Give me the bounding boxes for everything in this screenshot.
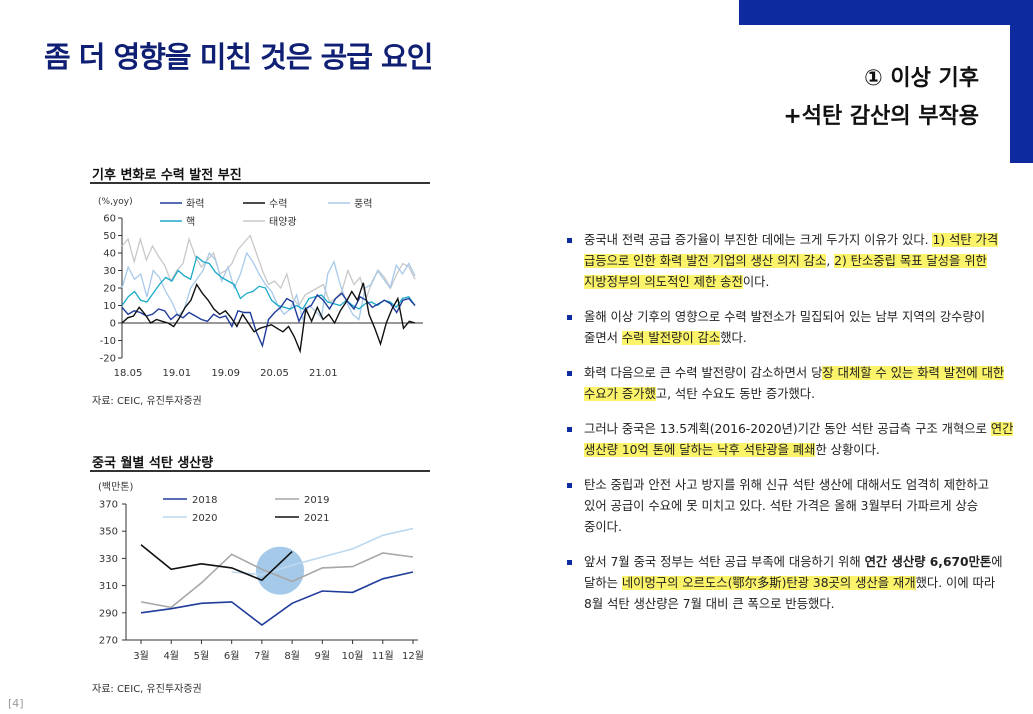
bullet-item: 그러나 중국은 13.5계획(2016-2020년)기간 동안 석탄 공급측 구… <box>566 419 1014 461</box>
x-tick-label: 4월 <box>163 650 179 662</box>
legend-label: 풍력 <box>354 198 372 210</box>
chart1-source: 자료: CEIC, 유진투자증권 <box>92 396 202 407</box>
bullet-item: 중국내 전력 공급 증가율이 부진한 데에는 크게 두가지 이유가 있다. 1)… <box>566 230 1014 293</box>
bullet-text: 그러나 중국은 13.5계획(2016-2020년)기간 동안 석탄 공급측 구… <box>584 422 991 436</box>
x-tick-label: 19.09 <box>211 368 240 379</box>
y-tick-label: 270 <box>99 636 118 647</box>
x-tick-label: 11월 <box>372 650 394 662</box>
y-tick-label: 50 <box>103 231 116 242</box>
x-tick-label: 19.01 <box>163 368 192 379</box>
y-tick-label: 310 <box>99 581 118 592</box>
series-line-2021 <box>140 544 293 582</box>
x-tick-label: 12월 <box>402 650 424 662</box>
x-tick-label: 10월 <box>342 650 364 662</box>
legend-label: 2020 <box>192 513 217 524</box>
highlighted-text: 수력 발전량이 감소 <box>621 331 721 345</box>
series-line-풍력 <box>121 251 416 322</box>
legend-label: 수력 <box>269 198 287 210</box>
series-line-2020 <box>231 527 414 576</box>
subtitle-line-1: ① 이상 기후 <box>864 66 979 91</box>
bullet-text: 화력 다음으로 큰 수력 발전량이 감소하면서 당 <box>584 366 823 380</box>
x-tick-label: 5월 <box>194 650 210 662</box>
legend-label: 태양광 <box>269 216 297 228</box>
page-title-text: 좀 더 영향을 미친 것은 공급 요인 <box>44 40 433 74</box>
legend-label: 화력 <box>186 198 204 210</box>
bullet-text: 앞서 7월 중국 정부는 석탄 공급 부족에 대응하기 위해 <box>584 555 865 569</box>
y-tick-label: 30 <box>103 266 116 277</box>
x-tick-label: 20.05 <box>260 368 289 379</box>
y-tick-label: 60 <box>103 214 116 225</box>
x-tick-label: 6월 <box>224 650 240 662</box>
x-tick-label: 8월 <box>284 650 300 662</box>
chart1-unit-label: (%,yoy) <box>98 197 133 207</box>
side-accent-bar <box>1010 25 1033 163</box>
bullet-text: 올해 이상 기후의 영향으로 수력 발전소가 밀집되어 있는 남부 지역의 강수… <box>584 310 986 345</box>
subtitle-line-2: +석탄 감산의 부작용 <box>783 104 979 129</box>
legend-label: 2021 <box>304 513 329 524</box>
chart2-unit-label: (백만톤) <box>98 481 134 493</box>
chart1-title: 기후 변화로 수력 발전 부진 <box>92 168 242 183</box>
chart1-title-rule <box>90 182 430 184</box>
x-tick-label: 18.05 <box>114 368 143 379</box>
y-tick-label: 350 <box>99 527 118 538</box>
chart2-title-rule <box>90 470 430 472</box>
y-tick-label: 330 <box>99 554 118 565</box>
legend-label: 핵 <box>186 216 195 228</box>
series-line-수력 <box>121 282 416 354</box>
highlighted-text: 네이멍구의 오르도스(鄂尔多斯)탄광 38곳의 생산을 재개 <box>621 576 916 590</box>
series-line-2019 <box>140 552 414 609</box>
y-tick-label: 290 <box>99 608 118 619</box>
hydro-power-chart: (%,yoy) -20 -10 0 10 20 30 40 50 60 18.05 19.01 19.0… <box>98 197 423 379</box>
bullet-item: 탄소 중립과 안전 사고 방지를 위해 신규 석탄 생산에 대해서도 엄격히 제… <box>566 475 1014 538</box>
bullet-item: 올해 이상 기후의 영향으로 수력 발전소가 밀집되어 있는 남부 지역의 강수… <box>566 307 1014 349</box>
y-tick-label: 370 <box>99 500 118 511</box>
page-title: 좀 더 영향을 미친 것은 공급 요인 <box>42 34 437 76</box>
bullet-text: 이다. <box>742 275 770 289</box>
page-number: [4] <box>8 697 24 710</box>
bullet-text: , <box>826 254 835 268</box>
x-tick-label: 9월 <box>315 650 331 662</box>
chart2-source: 자료: CEIC, 유진투자증권 <box>92 684 202 695</box>
series-line-핵 <box>121 255 416 310</box>
y-tick-label: 20 <box>103 284 116 295</box>
bullet-item: 앞서 7월 중국 정부는 석탄 공급 부족에 대응하기 위해 연간 생산량 6,… <box>566 552 1014 615</box>
x-tick-label: 7월 <box>254 650 270 662</box>
y-tick-label: -20 <box>100 354 116 365</box>
y-tick-label: -10 <box>100 336 116 347</box>
header-accent-bar <box>739 0 1033 25</box>
legend-label: 2019 <box>304 495 329 506</box>
bullet-text: 탄소 중립과 안전 사고 방지를 위해 신규 석탄 생산에 대해서도 엄격히 제… <box>584 478 990 534</box>
legend-label: 2018 <box>192 495 217 506</box>
coal-production-chart: (백만톤) 270 290 310 330 350 370 3월 4월 5월 6월 7월 8월 9월 10월… <box>98 481 424 662</box>
x-tick-label: 3월 <box>133 650 149 662</box>
bold-text: 연간 생산량 6,670만톤 <box>864 555 992 569</box>
bullet-text: 했다. <box>720 331 747 345</box>
bullet-text: 했다. 이에 따라 8월 석탄 생산량은 7월 대비 큰 폭으로 반등했다. <box>584 576 996 611</box>
y-tick-label: 0 <box>110 319 116 330</box>
bullet-text: 에 달하는 <box>584 555 1003 590</box>
bullet-text: 한 상황이다. <box>815 443 880 457</box>
y-tick-label: 40 <box>103 249 116 260</box>
chart2-title: 중국 월별 석탄 생산량 <box>92 456 214 471</box>
bullet-text: 중국내 전력 공급 증가율이 부진한 데에는 크게 두가지 이유가 있다. <box>584 233 933 247</box>
y-tick-label: 10 <box>103 301 116 312</box>
series-line-2018 <box>140 571 414 626</box>
bullet-item: 화력 다음으로 큰 수력 발전량이 감소하면서 당장 대체할 수 있는 화력 발… <box>566 363 1014 405</box>
bullet-list: 중국내 전력 공급 증가율이 부진한 데에는 크게 두가지 이유가 있다. 1)… <box>566 230 1014 629</box>
bullet-text: 고, 석탄 수요도 동반 증가했다. <box>655 387 816 401</box>
x-tick-label: 21.01 <box>309 368 338 379</box>
highlight-circle <box>256 546 305 595</box>
